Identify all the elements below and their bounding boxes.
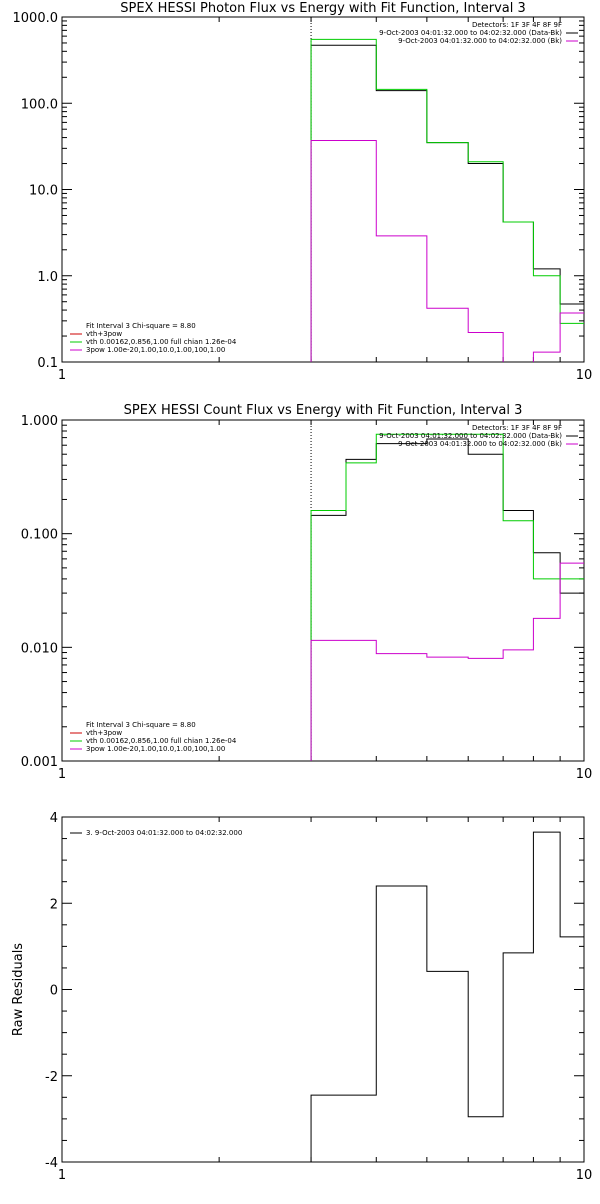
y-ticks: 0.001 0.010 0.100 1.000 (21, 414, 584, 770)
y-tick-label: 0.1 (37, 356, 58, 371)
x-tick-label: 1 (58, 368, 66, 383)
x-ticks: 1 10 (58, 817, 592, 1183)
legend-entry-text: 3. 9-Oct-2003 04:01:32.000 to 04:02:32.0… (86, 829, 242, 837)
legend-bottom-left: Fit Interval 3 Chi-square = 8.80vth+3pow… (70, 322, 237, 354)
y-tick-label: 100.0 (21, 97, 58, 112)
y-axis-label: Raw Residuals (11, 943, 26, 1036)
plot-frame (61, 419, 585, 762)
y-ticks: -4 -2 0 2 4 (45, 811, 584, 1171)
legend-entry-text: 3pow 1.00e-20,1.00,10.0,1.00,100,1.00 (86, 346, 225, 354)
chart-title: SPEX HESSI Count Flux vs Energy with Fit… (124, 403, 523, 418)
legend-entry-text: 9-Oct-2003 04:01:32.000 to 04:02:32.000 … (398, 440, 562, 448)
series-3-line (310, 139, 584, 362)
legend-entry-text: vth 0.00162,0.856,1.00 full chian 1.26e-… (86, 737, 237, 745)
y-tick-label: 4 (50, 811, 58, 826)
chart-3: 1 10 -4 -2 0 2 4 Raw Residuals 3. 9-Oct-2003 04:… (11, 811, 592, 1183)
x-tick-label: 10 (576, 1168, 593, 1183)
chart-title: SPEX HESSI Photon Flux vs Energy with Fi… (120, 1, 526, 16)
y-tick-label: 1.000 (21, 414, 58, 429)
x-tick-label: 1 (58, 1168, 66, 1183)
plot-frame (61, 816, 585, 1163)
legend-entry-text: 9-Oct-2003 04:01:32.000 to 04:02:32.000 … (379, 29, 562, 37)
legend-entry-text: 9-Oct-2003 04:01:32.000 to 04:02:32.000 … (379, 432, 562, 440)
series-1-line (310, 44, 584, 362)
legend-entry-text: vth+3pow (86, 330, 122, 338)
y-tick-label: 10.0 (29, 184, 58, 199)
legend-bottom-left: Fit Interval 3 Chi-square = 8.80vth+3pow… (70, 721, 237, 753)
y-tick-label: 2 (50, 897, 58, 912)
chart-1: SPEX HESSI Photon Flux vs Energy with Fi… (13, 1, 593, 383)
legend-top-right: Detectors: 1F 3F 4F 8F 9F9-Oct-2003 04:0… (379, 21, 578, 45)
chart-2: SPEX HESSI Count Flux vs Energy with Fit… (21, 403, 592, 782)
x-tick-label: 10 (576, 368, 593, 383)
y-tick-label: 1.0 (37, 270, 58, 285)
legend-entry-text: Detectors: 1F 3F 4F 8F 9F (472, 424, 562, 432)
x-tick-label: 1 (58, 767, 66, 782)
y-tick-label: -2 (45, 1070, 58, 1085)
series-1-line (310, 438, 584, 761)
legend-top-left: 3. 9-Oct-2003 04:01:32.000 to 04:02:32.0… (70, 829, 242, 837)
legend-entry-text: Detectors: 1F 3F 4F 8F 9F (472, 21, 562, 29)
y-tick-label: -4 (45, 1156, 58, 1171)
y-tick-label: 1000.0 (13, 11, 59, 26)
legend-entry-text: 9-Oct-2003 04:01:32.000 to 04:02:32.000 … (398, 37, 562, 45)
legend-top-right: Detectors: 1F 3F 4F 8F 9F9-Oct-2003 04:0… (379, 424, 578, 448)
legend-entry-text: Fit Interval 3 Chi-square = 8.80 (86, 721, 196, 729)
series-3-line (310, 562, 584, 761)
series-2-line (310, 433, 584, 761)
y-tick-label: 0 (50, 984, 58, 999)
series-1-line (310, 831, 584, 1162)
plot-frame (61, 16, 585, 363)
y-tick-label: 0.001 (21, 755, 58, 770)
legend-entry-text: vth 0.00162,0.856,1.00 full chian 1.26e-… (86, 338, 237, 346)
series-2-line (310, 38, 584, 362)
y-tick-label: 0.010 (21, 641, 58, 656)
x-tick-label: 10 (576, 767, 593, 782)
y-tick-label: 0.100 (21, 528, 58, 543)
legend-entry-text: 3pow 1.00e-20,1.00,10.0,1.00,100,1.00 (86, 745, 225, 753)
legend-entry-text: Fit Interval 3 Chi-square = 8.80 (86, 322, 196, 330)
legend-entry-text: vth+3pow (86, 729, 122, 737)
y-ticks: 0.1 1.0 10.0 100.0 1000.0 (13, 11, 584, 371)
